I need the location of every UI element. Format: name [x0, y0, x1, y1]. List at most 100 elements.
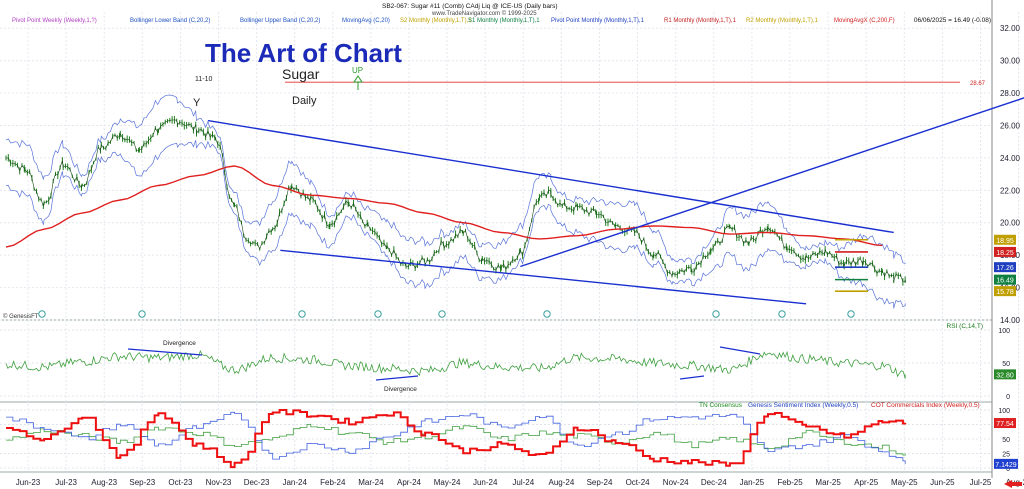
- x-tick-label: Apr-24: [397, 478, 422, 487]
- divergence-label-2: Divergence: [384, 386, 417, 393]
- price-line: [5, 119, 906, 283]
- rsi-tick-label: 0: [1006, 394, 1010, 401]
- trendline-0: [207, 119, 894, 234]
- indicator-legend: MovingAvgX (C,200,F): [834, 18, 895, 24]
- axes: Jun-23 Jul-23 Aug-23 Sep-23 Oct-23 Nov-23 Dec-…: [12, 3, 1024, 488]
- x-tick-label: Dec-23: [244, 478, 270, 487]
- genesis-marker: [847, 310, 855, 318]
- genesis-marker: [374, 310, 382, 318]
- level-label: 18.25: [996, 250, 1014, 257]
- x-tick-label: Feb-25: [777, 478, 803, 487]
- level-label: 16.49: [996, 278, 1014, 285]
- scroll-arrow-icon: [1004, 480, 1022, 488]
- genesis-marker: [778, 310, 786, 318]
- level-label: 17.26: [996, 265, 1014, 272]
- x-tick-label: Aug-24: [549, 478, 575, 487]
- indicator-legend: R1 Monthly (Monthly,1,T),1: [664, 18, 737, 24]
- legend-cot: COT Commercials Index (Weekly,0.5): [871, 402, 980, 409]
- genesis-label: © GenesisFT: [3, 313, 39, 320]
- x-tick-label: Jan-25: [740, 478, 765, 487]
- indicator-legend: S1 Monthly (Monthly,1,T),1: [468, 18, 540, 24]
- series-lines: [5, 116, 907, 469]
- x-tick-label: Jun-24: [473, 478, 498, 487]
- x-tick-label: Apr-25: [854, 478, 879, 487]
- sentiment-value: 7.1429: [995, 462, 1017, 469]
- x-tick-label: Nov-23: [206, 478, 232, 487]
- code-label-1: 11-10: [195, 76, 212, 83]
- x-tick-label: Jun-23: [16, 478, 41, 487]
- bollinger-lower-line: [5, 140, 906, 309]
- level-badge: [994, 234, 1016, 245]
- x-tick-label: Nov-24: [663, 478, 689, 487]
- x-tick-label: Sep-24: [587, 478, 613, 487]
- indicator-legend: Pivot Point Weekly (Weekly,1,?): [12, 18, 97, 24]
- indicator-legend: Pivot Point Monthly (Monthly,1,T),1: [551, 18, 645, 24]
- level-badge: [994, 274, 1016, 285]
- genesis-marker: [138, 310, 146, 318]
- level-badge: [994, 286, 1016, 297]
- genesis-marker: [298, 310, 306, 318]
- x-tick-label: May-25: [891, 478, 918, 487]
- x-tick-label: Dec-24: [701, 478, 727, 487]
- x-tick-label: Oct-24: [626, 478, 651, 487]
- cot-value: 77.54: [996, 421, 1014, 428]
- level-28-label: 28.67: [970, 81, 986, 87]
- indicator-legend: Bollinger Lower Band (C,20,2): [130, 18, 210, 24]
- header-copyright: www.TradeNavigator.com © 1999-2025: [431, 10, 537, 17]
- trendline-2: [520, 97, 1024, 268]
- y-tick-label: 24.00: [1000, 154, 1021, 163]
- rsi-badge: [994, 369, 1016, 380]
- x-tick-label: Jan-24: [282, 478, 307, 487]
- cot-tick-label: 25: [1002, 452, 1010, 459]
- bollinger-upper-line: [5, 94, 906, 265]
- trendline-1: [280, 249, 807, 305]
- consensus-line: [6, 424, 906, 456]
- y-tick-label: 30.00: [1000, 57, 1021, 66]
- divergence-label-1: Divergence: [163, 340, 196, 347]
- cot-line: [6, 409, 907, 469]
- indicator-legend: MovingAvg (C,20): [342, 18, 390, 24]
- genesis-marker: [712, 310, 720, 318]
- legend-consensus: TN Consensus: [699, 402, 743, 409]
- divergence-line: [679, 375, 705, 380]
- cot-tick-label: 100: [998, 408, 1010, 415]
- cot-tick-label: 0: [1006, 466, 1010, 473]
- x-tick-label: Jul-25: [970, 478, 992, 487]
- rsi-tick-label: 100: [998, 328, 1010, 335]
- divergence-line: [719, 346, 761, 355]
- sentiment-line: [6, 411, 906, 464]
- genesis-marker: [438, 310, 446, 318]
- indicator-legend: S2 Monthly (Monthly,1,T),1: [400, 18, 472, 24]
- y-tick-label: 26.00: [1000, 121, 1021, 130]
- header-date: 06/06/2025 = 16.49 (-0.08): [914, 17, 991, 24]
- indicator-legend: R2 Monthly (Monthly,1,T),1: [746, 18, 819, 24]
- y-tick-label: 14.00: [1000, 316, 1021, 325]
- cot-badge: [994, 418, 1016, 429]
- divergence-line: [375, 375, 419, 381]
- x-tick-label: Oct-23: [168, 478, 193, 487]
- timeframe-label: Daily: [292, 95, 317, 107]
- brand-title: The Art of Chart: [205, 38, 402, 68]
- rsi-line: [5, 349, 906, 379]
- code-label-2: Y: [193, 97, 201, 109]
- level-badge: [994, 262, 1016, 273]
- y-tick-label: 22.00: [1000, 186, 1021, 195]
- x-tick-label: Jun-25: [930, 478, 955, 487]
- rsi-title: RSI (C,14,T): [947, 323, 983, 330]
- bollinger-bands: [5, 94, 906, 309]
- legend-sentiment: Genesis Sentiment Index (Weekly,0.5): [748, 402, 858, 409]
- y-tick-label: 28.00: [1000, 89, 1021, 98]
- sentiment-badge: [994, 458, 1018, 469]
- divergence-line: [127, 348, 203, 356]
- rsi-tick-label: 50: [1002, 361, 1010, 368]
- genesis-marker: [543, 310, 551, 318]
- y-tick-label: 32.00: [1000, 24, 1021, 33]
- header-title: SB2-067: Sugar #11 (Comb) CAdj Liq @ ICE…: [382, 3, 558, 10]
- cot-tick-label: 50: [1002, 437, 1010, 444]
- x-tick-label: May-24: [434, 478, 461, 487]
- indicator-legend: Bollinger Upper Band (C,20,2): [240, 18, 320, 24]
- x-tick-label: Mar-24: [358, 478, 384, 487]
- x-tick-label: Feb-24: [320, 478, 346, 487]
